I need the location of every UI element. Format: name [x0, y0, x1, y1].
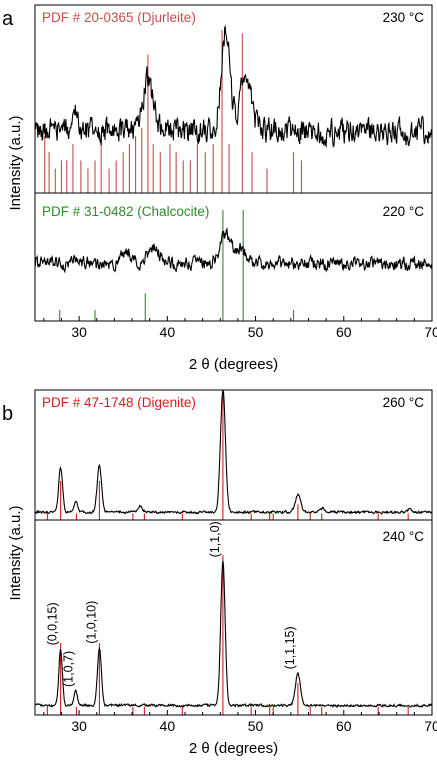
plot-frame	[34, 389, 433, 716]
xrd-pattern-line	[34, 25, 433, 149]
temperature-label: 230 °C	[383, 10, 425, 25]
temperature-label: 240 °C	[383, 529, 425, 544]
x-tick-label: 50	[248, 718, 264, 734]
temperature-label: 260 °C	[383, 395, 425, 410]
subplot-260C: PDF # 47-1748 (Digenite) 260 °C	[34, 389, 433, 520]
x-tick-label: 40	[160, 324, 176, 340]
x-tick-label: 30	[71, 324, 87, 340]
panel-letter: a	[2, 8, 14, 30]
miller-index-label: (1,0,10)	[84, 601, 98, 644]
x-tick-label: 50	[248, 324, 264, 340]
panel-a: a PDF # 20-0365 (Djurleite) 230 °C PDF # 31…	[2, 4, 437, 373]
reference-label: PDF # 47-1748 (Digenite)	[42, 395, 196, 410]
reference-label: PDF # 31-0482 (Chalcocite)	[42, 204, 209, 219]
xrd-pattern-line	[34, 389, 433, 515]
subplot-220C: PDF # 31-0482 (Chalcocite) 220 °C	[34, 204, 433, 321]
x-tick-label: 70	[424, 324, 437, 340]
x-tick-label: 30	[71, 718, 87, 734]
x-tick-label: 60	[336, 324, 352, 340]
x-axis-label: 2 θ (degrees)	[189, 740, 278, 757]
subplot-230C: PDF # 20-0365 (Djurleite) 230 °C	[34, 10, 433, 193]
miller-index-label: (1,1,15)	[283, 626, 297, 669]
panel-letter: b	[2, 403, 13, 425]
y-axis-label: Intensity (a.u.)	[7, 115, 24, 210]
panel-b: b PDF # 47-1748 (Digenite) 260 °C 240 °C (0,…	[2, 389, 437, 757]
plot-frame	[34, 4, 433, 322]
x-tick-label: 40	[160, 718, 176, 734]
miller-index-label: (1,0,7)	[61, 651, 75, 687]
temperature-label: 220 °C	[383, 204, 425, 219]
x-axis-label: 2 θ (degrees)	[189, 356, 278, 373]
miller-index-label: (1,1,0)	[208, 521, 222, 557]
reference-label: PDF # 20-0365 (Djurleite)	[42, 10, 196, 25]
miller-index-label: (0,0,15)	[46, 602, 60, 645]
x-tick-label: 70	[424, 718, 437, 734]
xrd-pattern-line	[34, 560, 433, 708]
y-axis-label: Intensity (a.u.)	[7, 505, 24, 600]
subplot-240C: 240 °C (0,0,15)(1,0,7) (1,0,10) (1,1,0) (1,1…	[34, 521, 433, 715]
x-tick-label: 60	[336, 718, 352, 734]
xrd-pattern-line	[34, 227, 433, 274]
